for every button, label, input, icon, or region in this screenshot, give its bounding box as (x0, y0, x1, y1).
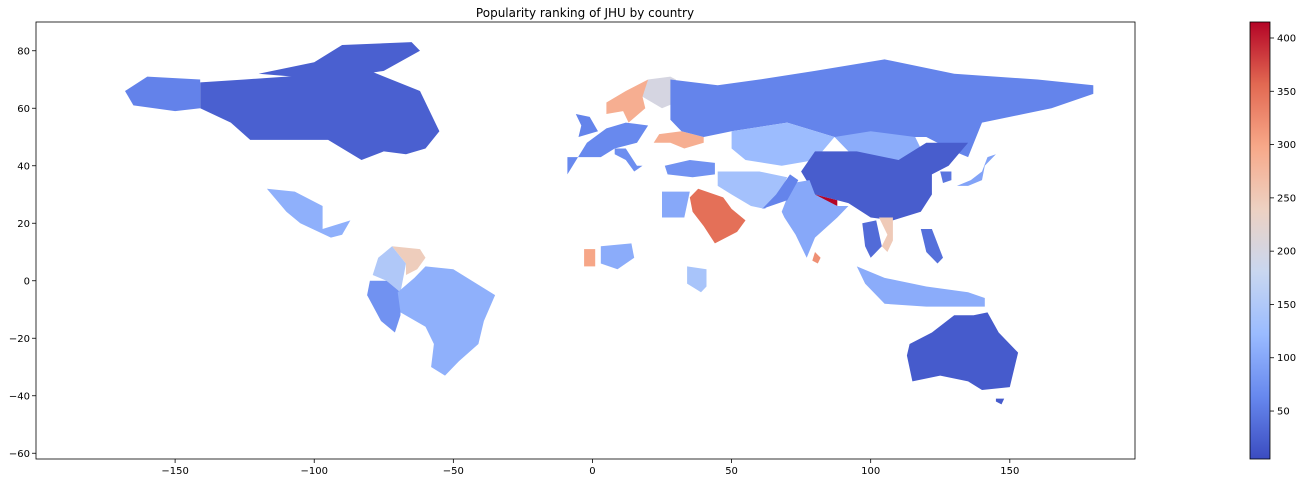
region-vietnam (879, 217, 893, 252)
colorbar (1249, 21, 1271, 460)
colorbar-tick-label: 250 (1277, 193, 1296, 204)
x-tick-label: 0 (589, 466, 595, 477)
region-thailand-and-indochina (862, 220, 882, 258)
colorbar-tick-label: 50 (1277, 407, 1290, 418)
y-tick-label: 0 (24, 276, 30, 287)
y-tick-label: 60 (17, 104, 30, 115)
region-india (781, 180, 849, 258)
region-italy (614, 148, 643, 172)
country-regions (125, 42, 1094, 405)
region-kazakhstan (731, 122, 835, 166)
region-philippines (920, 229, 943, 264)
colorbar-tick-label: 300 (1277, 140, 1296, 151)
region-saudi-arabia (689, 188, 746, 244)
region-russia (670, 59, 1094, 158)
region-ecuador-and-peru (367, 280, 401, 333)
region-malaysia-and-indonesia (856, 266, 985, 307)
y-tick-label: −40 (9, 391, 30, 402)
region-tasmania (995, 398, 1005, 405)
y-tick-label: −60 (9, 449, 30, 460)
x-tick-label: −50 (443, 466, 464, 477)
region-sri-lanka (812, 252, 821, 264)
region-finland-and-norway-north (642, 76, 676, 109)
region-australia (906, 312, 1019, 390)
region-venezuela (392, 246, 426, 275)
region-mexico (266, 188, 351, 238)
region-united-kingdom (575, 114, 598, 137)
region-egypt (662, 191, 690, 218)
colorbar-tick-label: 350 (1277, 87, 1296, 98)
region-canadian-arctic-islands (258, 42, 420, 80)
region-ghana (584, 249, 596, 267)
y-tick-label: −20 (9, 334, 30, 345)
region-canada (200, 70, 440, 160)
map-title: Popularity ranking of JHU by country (476, 6, 694, 20)
x-tick-label: −100 (300, 466, 327, 477)
region-japan (956, 154, 996, 186)
region-iran-and-afghanistan (717, 171, 788, 209)
colorbar-tick-label: 400 (1277, 33, 1296, 44)
x-tick-label: 100 (861, 466, 880, 477)
y-axis: −60 −40 −20 0 20 40 60 80 (9, 46, 36, 460)
region-alaska (125, 76, 201, 112)
region-colombia (372, 246, 406, 293)
x-axis: −150 −100 −50 0 50 100 150 (161, 459, 1019, 477)
colorbar-ticks: 50 100 150 200 250 300 350 400 (1270, 33, 1296, 418)
y-tick-label: 80 (17, 46, 30, 57)
x-tick-label: −150 (161, 466, 188, 477)
region-china (801, 142, 969, 221)
region-pakistan (762, 174, 799, 209)
x-tick-label: 150 (1000, 466, 1019, 477)
region-brazil (397, 266, 496, 376)
region-korea (940, 171, 952, 183)
y-tick-label: 20 (17, 219, 30, 230)
region-ukraine (653, 131, 704, 149)
region-turkey (664, 160, 715, 178)
y-tick-label: 40 (17, 161, 30, 172)
x-tick-label: 50 (725, 466, 738, 477)
colorbar-tick-label: 200 (1277, 247, 1296, 258)
colorbar-tick-label: 150 (1277, 300, 1296, 311)
region-western-europe (567, 122, 649, 175)
colorbar-tick-label: 100 (1277, 353, 1296, 364)
region-kenya (687, 266, 707, 293)
region-nigeria (600, 243, 635, 270)
